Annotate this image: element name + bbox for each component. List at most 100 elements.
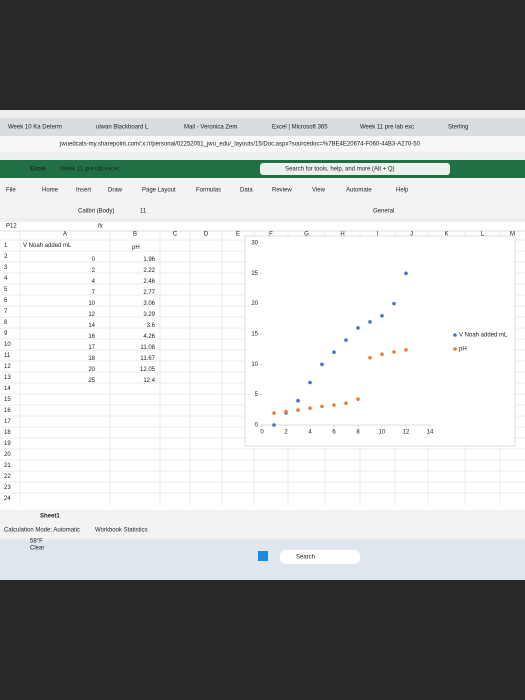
- cell-header: pH: [132, 245, 140, 251]
- tab-strip: [0, 118, 525, 136]
- name-box: P12: [6, 224, 17, 230]
- browser-tab: ulwan Blackboard L: [96, 125, 149, 131]
- address-bar: [0, 136, 525, 152]
- column-header: I: [377, 232, 379, 238]
- x-tick-label: 10: [379, 430, 386, 436]
- menu-item: View: [312, 188, 326, 194]
- column-header: K: [444, 232, 448, 238]
- x-tick-label: 6: [332, 430, 336, 436]
- point: [380, 352, 384, 357]
- point: [356, 326, 360, 330]
- cell: 1.96: [143, 257, 155, 263]
- fx: fx: [98, 224, 104, 230]
- menu-item: Home: [42, 188, 59, 194]
- cell: 2.77: [143, 290, 155, 296]
- taskbar-search[interactable]: [280, 550, 360, 564]
- x-tick-label: 4: [308, 430, 312, 436]
- point: [356, 397, 360, 401]
- cell: 11.08: [140, 345, 155, 351]
- row-number: 9: [4, 331, 8, 337]
- cell: 10: [88, 301, 95, 307]
- point: [392, 350, 396, 354]
- cell: 7: [92, 290, 96, 296]
- y-tick-label: 20: [251, 301, 258, 307]
- browser-tab: Week 10 Ka Determ: [8, 125, 62, 131]
- column-header: C: [173, 232, 178, 238]
- cell: 18: [88, 356, 95, 362]
- search-box[interactable]: [260, 163, 450, 175]
- chart-box[interactable]: [244, 235, 516, 447]
- point: [368, 355, 372, 360]
- column-header: F: [269, 232, 273, 238]
- point: [344, 338, 348, 342]
- row-number: 8: [4, 320, 8, 326]
- row-number: 1: [4, 243, 8, 249]
- formula-bar: [0, 222, 525, 230]
- number-format: General: [373, 209, 394, 215]
- cell: 2: [92, 268, 96, 274]
- menu-item: Review: [272, 188, 292, 194]
- point: [284, 409, 288, 414]
- cell: 20: [88, 367, 95, 373]
- point: [404, 271, 408, 276]
- point: [296, 408, 300, 412]
- point: [320, 404, 324, 409]
- column-header: D: [204, 232, 209, 238]
- start-icon[interactable]: [258, 551, 268, 561]
- chart: 0 5 10 15 20 25 30 0 2 4 6 8 10 12 14 V Noah added mL pH: [251, 241, 508, 436]
- column-header: L: [481, 232, 485, 238]
- status: Workbook Statistics: [95, 528, 148, 534]
- row-number: 10: [4, 342, 11, 348]
- row-number: 6: [4, 298, 8, 304]
- cell: 14: [88, 323, 95, 329]
- row-number: 24: [4, 496, 11, 502]
- column-header: H: [340, 232, 344, 238]
- point: [380, 314, 384, 318]
- cell: 2.22: [143, 268, 155, 274]
- column-header: M: [510, 232, 515, 238]
- row-number: 3: [4, 265, 8, 271]
- x-tick-label: 8: [356, 430, 360, 436]
- menu-item: File: [6, 188, 16, 194]
- point: [272, 423, 276, 427]
- search-text: Search for tools, help, and more (Alt + …: [285, 167, 395, 173]
- font-size: 11: [140, 209, 147, 215]
- legend-label: V Noah added mL: [459, 333, 508, 339]
- row-number: 15: [4, 397, 11, 403]
- row-number: 16: [4, 408, 11, 414]
- menu-item: Automate: [346, 188, 372, 194]
- cell: 12.05: [140, 367, 156, 373]
- column-header: J: [410, 232, 413, 238]
- row-number: 11: [4, 353, 11, 359]
- cell: 0: [92, 257, 96, 263]
- menu-item: Data: [240, 188, 253, 194]
- column-header: E: [236, 232, 240, 238]
- browser-tab: Excel | Microsoft 365: [272, 125, 328, 131]
- menu-item: Help: [396, 188, 409, 194]
- point: [392, 301, 396, 306]
- point: [404, 347, 408, 352]
- row-number: 19: [4, 441, 11, 447]
- cell-header: V Noah added mL: [23, 243, 72, 249]
- row-number: 20: [4, 452, 11, 458]
- row-number: 4: [4, 276, 8, 282]
- row-number: 22: [4, 474, 11, 480]
- browser-tab: Sterling: [448, 125, 468, 131]
- point: [308, 406, 312, 410]
- row-number: 18: [4, 430, 11, 436]
- y-tick-label: 0: [255, 423, 259, 429]
- browser-tab: Mail - Veronica Zem: [184, 125, 237, 131]
- x-tick-label: 14: [427, 430, 434, 436]
- sheet-tab: Sheet1: [40, 514, 60, 520]
- cell: 12.4: [143, 378, 155, 384]
- row-number: 14: [4, 386, 11, 392]
- legend-marker: [453, 333, 457, 337]
- column-header: B: [133, 232, 137, 238]
- row-number: 2: [4, 254, 8, 260]
- cell: 25: [88, 378, 95, 384]
- cell: 2.46: [143, 279, 155, 285]
- font-name: Calibri (Body): [78, 209, 114, 215]
- weather: 58°F: [30, 539, 43, 545]
- legend-label: pH: [459, 347, 467, 353]
